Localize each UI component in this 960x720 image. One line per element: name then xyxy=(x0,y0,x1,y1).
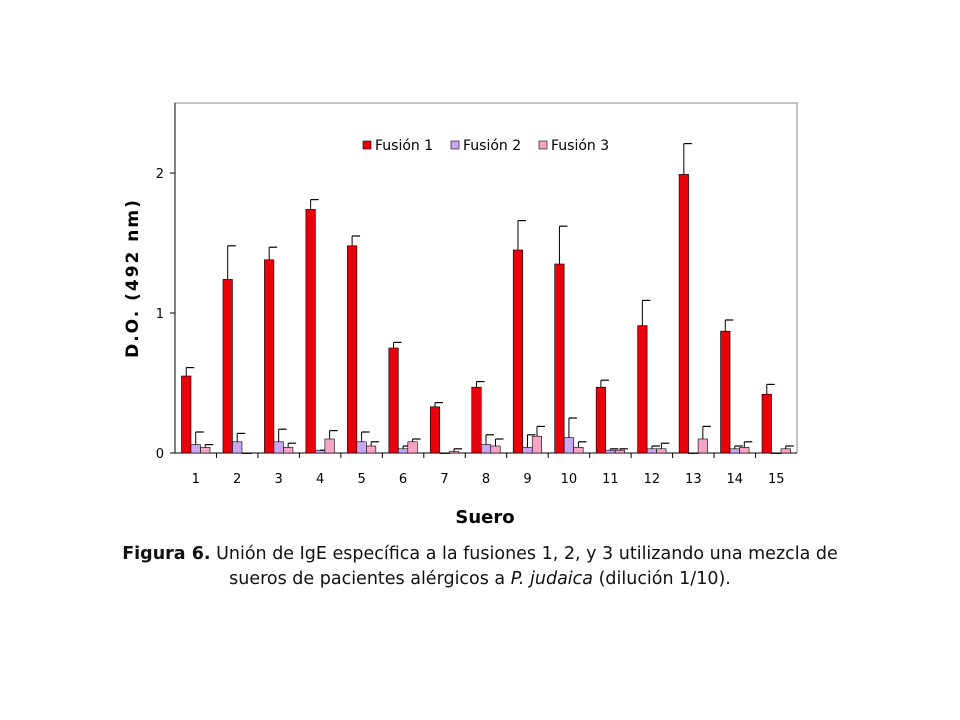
legend-label: Fusión 2 xyxy=(463,138,521,154)
x-tick-label: 13 xyxy=(685,472,702,487)
x-tick-label: 4 xyxy=(316,472,324,487)
bar xyxy=(407,441,418,454)
bar xyxy=(637,325,648,454)
bar xyxy=(324,438,335,454)
bar xyxy=(398,448,409,454)
bar xyxy=(729,448,740,454)
bar xyxy=(554,263,565,454)
bar xyxy=(181,375,192,454)
x-tick-label: 15 xyxy=(768,472,785,487)
bar xyxy=(780,448,791,454)
bar xyxy=(771,452,782,454)
legend-label: Fusión 1 xyxy=(375,138,433,154)
y-tick-label: 2 xyxy=(156,167,164,182)
y-tick-label: 0 xyxy=(156,447,164,462)
x-tick-label: 2 xyxy=(233,472,241,487)
bar xyxy=(512,249,524,454)
bar xyxy=(366,445,377,454)
bar xyxy=(595,386,606,454)
bar xyxy=(347,245,358,454)
bar xyxy=(605,449,616,454)
bar xyxy=(439,452,450,454)
legend-swatch xyxy=(538,140,548,150)
caption-text-1: Unión de IgE específica a la fusiones 1,… xyxy=(210,544,838,589)
bar xyxy=(614,449,625,454)
bar xyxy=(697,438,708,454)
caption-species: P. judaica xyxy=(510,569,593,589)
bar xyxy=(563,437,574,454)
bar xyxy=(531,435,543,454)
bar xyxy=(356,441,367,454)
y-axis-title: D.O. (492 nm) xyxy=(123,198,143,358)
x-tick-label: 1 xyxy=(192,472,200,487)
x-tick-label: 5 xyxy=(357,472,365,487)
legend-swatch xyxy=(362,140,372,150)
bar xyxy=(388,347,399,454)
x-tick-label: 9 xyxy=(523,472,531,487)
legend-swatch xyxy=(450,140,460,150)
bar xyxy=(761,393,772,454)
y-tick-label: 1 xyxy=(156,307,164,322)
bar xyxy=(448,451,460,454)
x-tick-label: 6 xyxy=(399,472,407,487)
bar xyxy=(739,447,750,454)
bar xyxy=(429,406,441,454)
bar xyxy=(190,444,201,454)
bar xyxy=(480,444,492,454)
bar xyxy=(241,452,252,454)
figure-caption: Figura 6. Unión de IgE específica a la f… xyxy=(120,542,840,592)
bar xyxy=(688,452,699,454)
bar xyxy=(656,448,667,454)
bar xyxy=(490,445,501,454)
bar xyxy=(522,447,533,454)
x-tick-label: 11 xyxy=(602,472,619,487)
bar xyxy=(232,441,243,454)
bar xyxy=(471,386,482,454)
bar xyxy=(678,174,689,454)
x-tick-label: 8 xyxy=(482,472,490,487)
bar xyxy=(646,448,657,454)
bar xyxy=(273,441,284,454)
caption-text-2: (dilución 1/10). xyxy=(593,569,731,589)
bar xyxy=(200,447,211,454)
x-tick-label: 10 xyxy=(561,472,578,487)
bar xyxy=(720,330,731,454)
bar xyxy=(264,259,275,454)
legend-label: Fusión 3 xyxy=(551,138,609,154)
bar xyxy=(305,209,316,454)
x-tick-label: 12 xyxy=(644,472,661,487)
caption-label: Figura 6. xyxy=(122,544,211,564)
bar xyxy=(222,279,233,454)
bar xyxy=(283,447,294,454)
bar xyxy=(573,447,584,454)
x-axis-title: Suero xyxy=(455,507,514,528)
x-tick-label: 7 xyxy=(440,472,448,487)
x-tick-label: 14 xyxy=(727,472,744,487)
x-tick-label: 3 xyxy=(275,472,283,487)
